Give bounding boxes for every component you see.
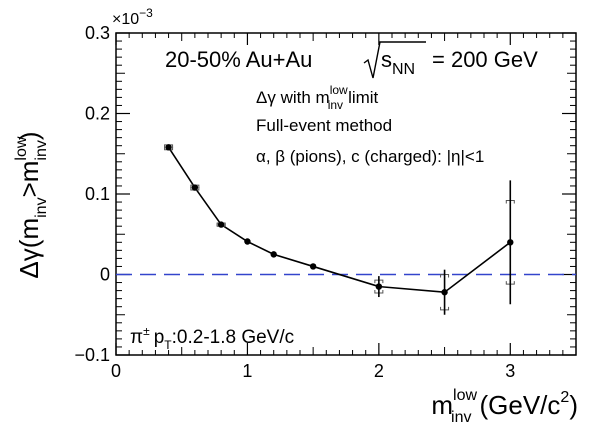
data-point — [309, 263, 317, 270]
data-point — [441, 289, 448, 296]
data-point — [217, 221, 225, 228]
x-tick-label: 0 — [111, 361, 121, 381]
data-point — [507, 239, 514, 246]
sqrt-symbol — [363, 41, 426, 79]
data-point — [244, 238, 251, 245]
data-point — [191, 184, 199, 191]
y-tick-label: 0.2 — [85, 104, 110, 124]
annotation-line3: α, β (pions), c (charged): |η|<1 — [256, 147, 484, 166]
series-line — [167, 146, 511, 294]
annotation-line2: Full-event method — [256, 116, 392, 135]
y-tick-label: 0.3 — [85, 23, 110, 43]
y-tick-label: −0.1 — [74, 345, 110, 365]
data-point — [270, 251, 277, 258]
annotation-title: 20-50% Au+Au — [165, 47, 312, 72]
annotation-sqrt: sNN — [381, 47, 415, 78]
x-axis-title: mlow inv (GeV/c2) — [431, 387, 578, 426]
data-layer — [116, 144, 576, 315]
data-point — [375, 283, 383, 290]
y-tick-label: 0.1 — [85, 184, 110, 204]
y-axis-title: Δγ(minv>mlow inv) — [13, 131, 50, 278]
x-tick-label: 1 — [242, 361, 252, 381]
annotation-bottom-left: π± pT:0.2-1.8 GeV/c — [130, 324, 294, 352]
annotation-energy: = 200 GeV — [432, 47, 538, 72]
y-scale-label: ×10−3 — [112, 6, 153, 28]
axes-layer: 0 1 2 3−0.100.10.20.3 — [74, 23, 577, 381]
data-point — [165, 144, 172, 151]
x-tick-label: 2 — [374, 361, 384, 381]
annotation-line1: Δγ with mlow inv limit — [256, 83, 379, 112]
plot-frame — [115, 32, 577, 356]
x-tick-label: 3 — [505, 361, 515, 381]
y-tick-label: 0 — [100, 265, 110, 285]
